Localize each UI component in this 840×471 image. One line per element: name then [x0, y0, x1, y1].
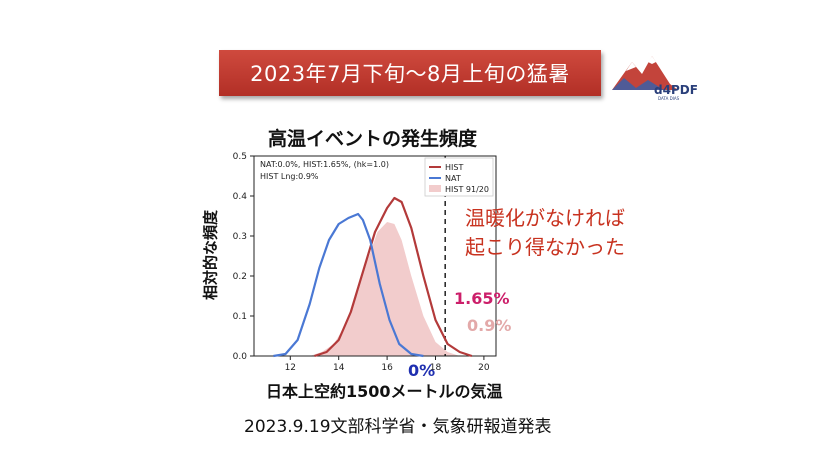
- info-text-line: HIST Lng:0.9%: [260, 172, 319, 181]
- legend-label: HIST: [445, 163, 463, 172]
- x-tick-label: 20: [478, 363, 490, 373]
- y-tick-label: 0.1: [233, 312, 247, 322]
- annotation-text: 温暖化がなければ 起こり得なかった: [465, 204, 625, 262]
- annotation-line-1: 温暖化がなければ: [465, 206, 625, 230]
- percent-hist-label: 1.65%: [454, 289, 510, 308]
- x-tick-label: 16: [381, 363, 393, 373]
- series-line-nat: [273, 212, 424, 358]
- logo-text: d4PDF: [654, 83, 698, 97]
- y-tick-label: 0.4: [233, 192, 248, 202]
- source-credit: 2023.9.19文部科学省・気象研報道発表: [244, 417, 552, 437]
- y-tick-label: 0.2: [233, 272, 247, 282]
- y-tick-label: 0.5: [233, 152, 247, 162]
- legend-label: NAT: [445, 174, 461, 183]
- banner-title: 2023年7月下旬〜8月上旬の猛暑: [250, 62, 570, 86]
- legend-swatch: [429, 185, 441, 192]
- x-axis-label: 日本上空約1500メートルの気温: [266, 382, 503, 401]
- x-tick-label: 12: [285, 363, 296, 373]
- title-banner: 2023年7月下旬〜8月上旬の猛暑: [219, 50, 601, 96]
- d4pdf-logo: d4PDF DATA DIAS: [612, 56, 698, 101]
- info-text-line: NAT:0.0%, HIST:1.65%, (hk=1.0): [260, 160, 389, 169]
- y-tick-label: 0.0: [233, 352, 248, 362]
- series-line-hist: [314, 196, 473, 358]
- series-area-hist-lng: [309, 222, 460, 356]
- y-tick-label: 0.3: [233, 232, 247, 242]
- percent-hist-lng-label: 0.9%: [467, 316, 512, 335]
- x-tick-label: 14: [333, 363, 345, 373]
- logo-subtext: DATA DIAS: [658, 96, 680, 101]
- annotation-line-2: 起こり得なかった: [465, 235, 625, 259]
- percent-nat-label: 0%: [408, 361, 436, 380]
- legend-label: HIST 91/20: [445, 185, 489, 194]
- x-tick-label: 18: [430, 363, 442, 373]
- chart-title: 高温イベントの発生頻度: [268, 128, 478, 150]
- plot-frame: [253, 155, 497, 357]
